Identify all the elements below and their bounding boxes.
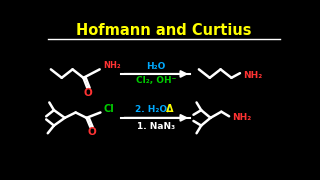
Text: NH₂: NH₂ (243, 71, 262, 80)
Text: Cl: Cl (104, 104, 114, 114)
Text: O: O (84, 88, 92, 98)
Text: 1. NaN₃: 1. NaN₃ (137, 122, 175, 131)
Text: H₂O: H₂O (147, 62, 166, 71)
Text: NH₂: NH₂ (104, 61, 121, 70)
Text: 2. H₂O/: 2. H₂O/ (135, 104, 171, 113)
Text: Cl₂, OH⁻: Cl₂, OH⁻ (136, 76, 176, 85)
Text: Δ: Δ (166, 104, 173, 114)
Text: NH₂: NH₂ (232, 113, 252, 122)
Text: Hofmann and Curtius: Hofmann and Curtius (76, 23, 252, 38)
Text: O: O (88, 127, 96, 138)
